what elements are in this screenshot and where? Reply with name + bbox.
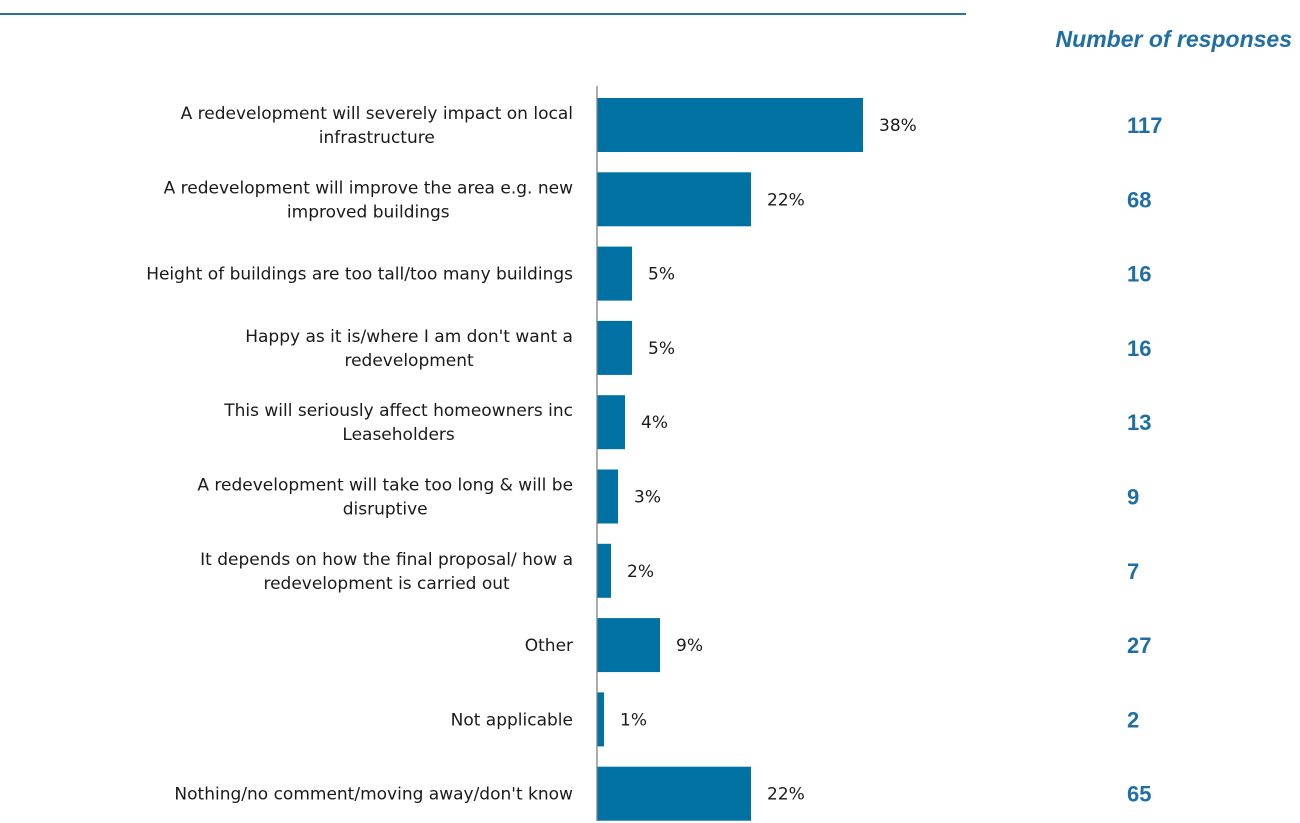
bar [597,395,625,450]
category-label: A redevelopment will severely impact on … [181,104,573,148]
category-label: Other [525,636,573,656]
bar [597,469,618,524]
category-label: This will seriously affect homeowners in… [223,401,573,445]
response-count: 7 [1127,559,1139,584]
response-count: 13 [1127,410,1151,435]
bar-value-label: 38% [879,116,917,136]
response-count: 117 [1127,113,1163,138]
bar [597,172,751,227]
category-label: Height of buildings are too tall/too man… [146,265,573,285]
bar-value-label: 4% [641,413,668,433]
bar [597,320,632,375]
bar-value-label: 22% [767,190,805,210]
category-label: A redevelopment will improve the area e.… [164,178,573,222]
response-count: 16 [1127,336,1151,361]
bar-value-label: 2% [627,562,654,582]
top-divider-line [0,13,966,15]
response-count: 27 [1127,633,1151,658]
bar-value-label: 5% [648,265,675,285]
bar-value-label: 3% [634,488,661,508]
response-count: 68 [1127,187,1151,212]
bar [597,618,660,673]
category-label: A redevelopment will take too long & wil… [197,476,573,520]
response-count: 65 [1127,782,1151,807]
bar [597,98,863,152]
responses-column-header: Number of responses [1055,26,1292,52]
category-label: Not applicable [451,710,573,730]
bar-value-label: 5% [648,339,675,359]
response-count: 9 [1127,485,1139,510]
bar-value-label: 22% [767,785,805,805]
bar-value-label: 9% [676,636,703,656]
bar [597,692,604,747]
bar [597,766,751,821]
bar [597,543,611,598]
category-label: Happy as it is/where I am don't want a re… [245,327,573,371]
response-count: 2 [1127,707,1139,732]
category-label: Nothing/no comment/moving away/don't kno… [174,785,573,805]
bar [597,246,632,301]
category-label: It depends on how the final proposal/ ho… [200,550,573,594]
bar-value-label: 1% [620,710,647,730]
response-count: 16 [1127,262,1151,287]
